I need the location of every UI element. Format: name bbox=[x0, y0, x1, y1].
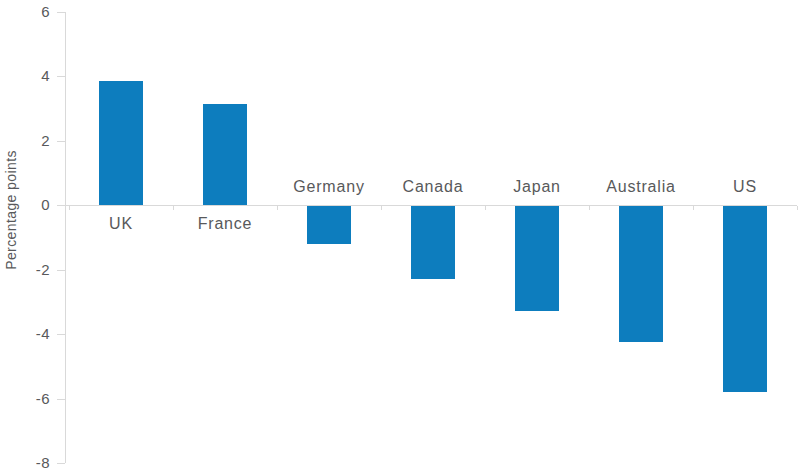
y-tick-label: 6 bbox=[0, 3, 50, 21]
y-axis-line bbox=[65, 12, 66, 463]
y-tick-label: -6 bbox=[0, 390, 50, 408]
category-label: US bbox=[693, 177, 797, 197]
x-tick-mark bbox=[589, 206, 590, 210]
category-label: Canada bbox=[381, 177, 485, 197]
category-label: Australia bbox=[589, 177, 693, 197]
x-tick-mark bbox=[693, 206, 694, 210]
bar-canada bbox=[411, 206, 455, 279]
y-tick-mark bbox=[57, 205, 65, 206]
y-tick-label: 0 bbox=[0, 196, 50, 214]
bar-us bbox=[723, 206, 767, 392]
x-tick-mark bbox=[69, 206, 70, 210]
y-tick-label: -2 bbox=[0, 261, 50, 279]
category-label: Germany bbox=[277, 177, 381, 197]
x-tick-mark bbox=[485, 206, 486, 210]
y-tick-mark bbox=[57, 463, 65, 464]
y-tick-mark bbox=[57, 270, 65, 271]
y-tick-mark bbox=[57, 12, 65, 13]
bar-france bbox=[203, 104, 247, 205]
x-tick-mark bbox=[797, 206, 798, 210]
bar-uk bbox=[99, 81, 143, 205]
y-tick-label: -8 bbox=[0, 454, 50, 472]
category-label: Japan bbox=[485, 177, 589, 197]
bar-australia bbox=[619, 206, 663, 342]
x-tick-mark bbox=[277, 206, 278, 210]
y-tick-label: 2 bbox=[0, 132, 50, 150]
bar-chart: Percentage points 6420-2-4-6-8UKFranceGe… bbox=[0, 0, 800, 476]
category-label: UK bbox=[69, 214, 173, 234]
x-tick-mark bbox=[173, 206, 174, 210]
bar-japan bbox=[515, 206, 559, 311]
y-tick-mark bbox=[57, 334, 65, 335]
y-tick-mark bbox=[57, 76, 65, 77]
x-tick-mark bbox=[381, 206, 382, 210]
y-tick-mark bbox=[57, 399, 65, 400]
y-tick-label: 4 bbox=[0, 67, 50, 85]
y-tick-mark bbox=[57, 141, 65, 142]
category-label: France bbox=[173, 214, 277, 234]
bar-germany bbox=[307, 206, 351, 244]
y-tick-label: -4 bbox=[0, 325, 50, 343]
